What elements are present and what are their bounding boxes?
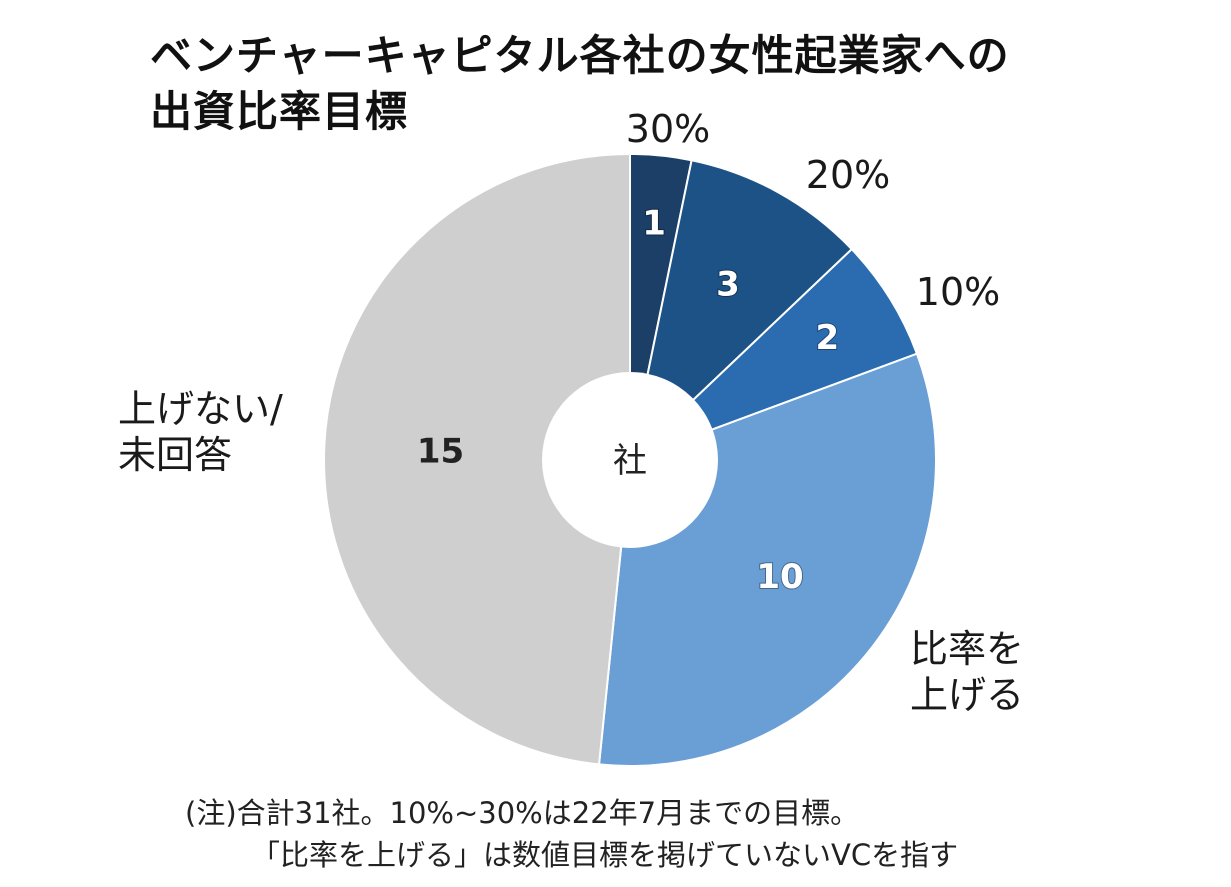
slice-value-5: 15 [417,431,464,471]
donut-slice-5 [323,152,631,766]
slice-value-3: 2 [816,318,840,358]
center-unit-label: 社 [613,441,647,481]
slice-category-label-2-line-1: 20% [806,153,890,197]
slice-value-labels: 1 3 2 10 15 [417,203,840,599]
slice-category-label-2: 20% [806,153,890,197]
slice-value-1: 1 [642,204,666,244]
slice-category-label-3: 10% [916,270,1000,314]
chart-title-line-1: ベンチャーキャピタル各社の女性起業家への [150,31,1010,80]
slice-value-4: 10 [756,557,803,597]
slice-category-label-3-line-1: 10% [916,270,1000,314]
slice-category-label-5-line-2: 未回答 [118,433,232,477]
footnote-line-2: 「比率を上げる」は数値目標を掲げていないVCを指す [251,838,959,872]
slice-category-labels: 30% 20% 10% 比率を上げる 上げない/未回答 [118,107,1024,717]
slice-category-label-4-line-2: 上げる [910,673,1024,717]
footnote: (注)合計31社。10%~30%は22年7月までの目標。 「比率を上げる」は数値… [185,792,958,876]
slice-category-label-1-line-1: 30% [626,107,710,151]
donut-hole [542,372,718,548]
chart-title: ベンチャーキャピタル各社の女性起業家への 出資比率目標 [150,28,1010,140]
donut-slice-3 [629,247,919,461]
donut-slice-2 [628,159,854,463]
slice-category-label-5: 上げない/未回答 [118,387,283,477]
slice-category-label-4: 比率を上げる [910,627,1024,717]
slice-category-label-1: 30% [626,107,710,151]
slice-category-label-5-line-1: 上げない/ [118,387,283,431]
footnote-line-1: (注)合計31社。10%~30%は22年7月までの目標。 [185,796,860,830]
slice-value-2: 3 [716,264,740,304]
slice-category-label-4-line-1: 比率を [910,627,1024,671]
chart-title-line-2: 出資比率目標 [150,87,409,136]
